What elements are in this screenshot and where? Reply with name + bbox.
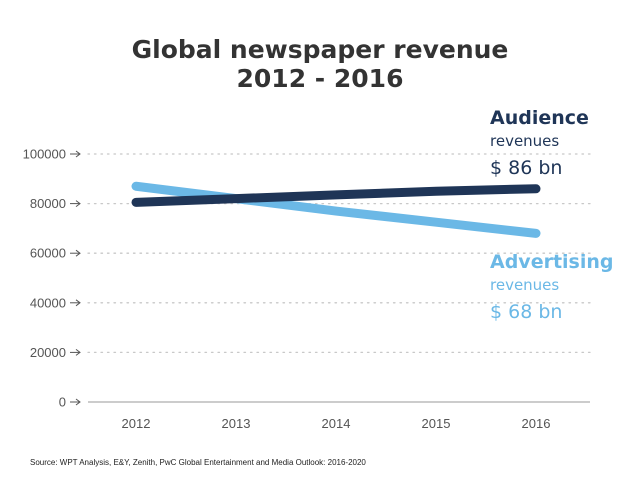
axes: 0 20000 40000 60000 80000 100000 2012 2013 2014 2… <box>23 147 590 431</box>
x-tick-label: 2016 <box>522 416 551 431</box>
x-tick-label: 2012 <box>122 416 151 431</box>
series-line-advertising <box>131 181 541 238</box>
chart-title-line-2: 2012 - 2016 <box>237 64 404 93</box>
x-tick-label: 2014 <box>322 416 351 431</box>
x-tick-label: 2013 <box>222 416 251 431</box>
y-tick-label: 100000 <box>23 147 66 162</box>
y-tick-arrow <box>75 299 81 307</box>
source-note: Source: WPT Analysis, E&Y, Zenith, PwC G… <box>30 458 366 467</box>
audience-annotation: Audience revenues $ 86 bn <box>490 107 589 179</box>
advertising-annotation-heading: Advertising <box>490 251 614 273</box>
y-tick-arrow <box>75 249 81 257</box>
audience-annotation-subtitle: revenues <box>490 132 559 150</box>
y-tick-label: 40000 <box>30 295 66 310</box>
advertising-annotation-value: $ 68 bn <box>490 301 562 323</box>
y-tick-arrow <box>75 398 81 406</box>
series-lines <box>131 181 541 238</box>
x-tick-label: 2015 <box>422 416 451 431</box>
audience-annotation-value: $ 86 bn <box>490 157 562 179</box>
y-tick-label: 60000 <box>30 246 66 261</box>
y-tick-arrow <box>75 349 81 356</box>
advertising-annotation-subtitle: revenues <box>490 276 559 294</box>
y-tick-label: 20000 <box>30 345 66 360</box>
y-tick-label: 80000 <box>30 196 66 211</box>
chart-title-line-1: Global newspaper revenue <box>132 35 509 64</box>
y-tick-arrow <box>75 200 81 207</box>
series-line-audience <box>131 184 541 207</box>
audience-annotation-heading: Audience <box>490 107 589 129</box>
advertising-annotation: Advertising revenues $ 68 bn <box>490 251 614 323</box>
y-tick-label: 0 <box>59 395 66 410</box>
y-tick-arrow <box>75 150 81 158</box>
